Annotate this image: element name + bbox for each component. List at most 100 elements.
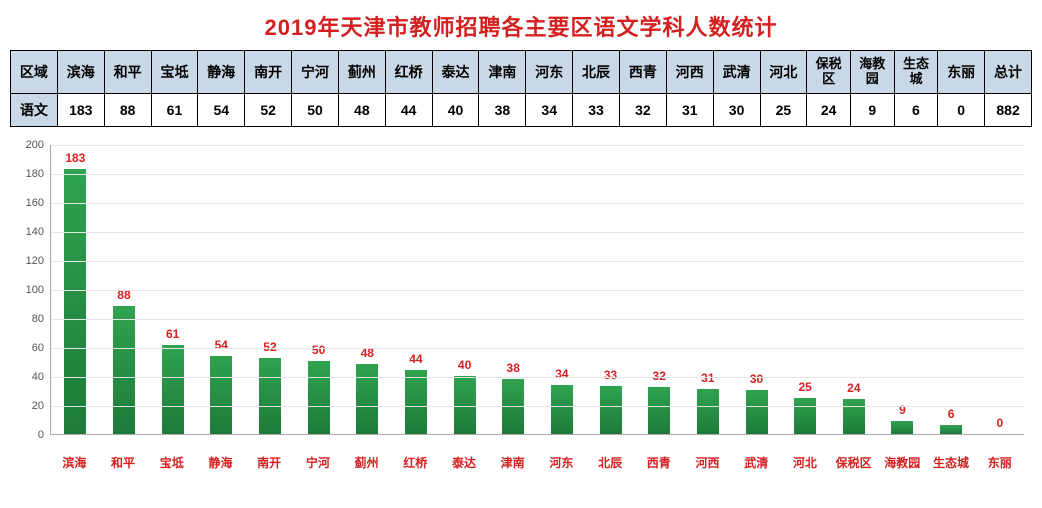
bar (162, 345, 184, 433)
col-header: 东丽 (938, 51, 985, 94)
x-tick-label: 河北 (781, 448, 830, 471)
bar (356, 364, 378, 434)
y-tick-label: 160 (10, 197, 44, 209)
bar (454, 376, 476, 434)
cell-value: 52 (245, 93, 292, 126)
col-header: 津南 (479, 51, 526, 94)
y-tick-label: 100 (10, 284, 44, 296)
grid-line (51, 348, 1024, 349)
bar (113, 306, 135, 434)
cell-value: 34 (526, 93, 573, 126)
bar-value-label: 6 (948, 407, 955, 421)
col-header: 总计 (985, 51, 1032, 94)
x-tick-label: 西青 (634, 448, 683, 471)
x-tick-label: 生态城 (927, 448, 976, 471)
x-tick-label: 静海 (196, 448, 245, 471)
table-value-row: 语文 1838861545250484440383433323130252496… (11, 93, 1032, 126)
col-header: 武清 (713, 51, 760, 94)
x-tick-label: 保税区 (829, 448, 878, 471)
cell-value: 40 (432, 93, 479, 126)
bar-value-label: 30 (750, 372, 763, 386)
plot-area: 18388615452504844403834333231302524960 (50, 145, 1024, 435)
bar (794, 398, 816, 434)
col-header: 和平 (104, 51, 151, 94)
bar (940, 425, 962, 434)
col-header: 蓟州 (338, 51, 385, 94)
cell-value: 50 (292, 93, 339, 126)
cell-value: 32 (619, 93, 666, 126)
page-title: 2019年天津市教师招聘各主要区语文学科人数统计 (10, 6, 1032, 50)
x-tick-label: 红桥 (391, 448, 440, 471)
grid-line (51, 174, 1024, 175)
cell-value: 6 (894, 93, 938, 126)
bar-value-label: 44 (409, 352, 422, 366)
col-header: 海教园 (850, 51, 894, 94)
cell-value: 30 (713, 93, 760, 126)
x-tick-label: 和平 (99, 448, 148, 471)
bar (891, 421, 913, 434)
row-header-region: 区域 (11, 51, 58, 94)
grid-line (51, 406, 1024, 407)
col-header: 河北 (760, 51, 807, 94)
col-header: 西青 (619, 51, 666, 94)
y-tick-label: 0 (10, 429, 44, 441)
y-tick-label: 180 (10, 168, 44, 180)
grid-line (51, 319, 1024, 320)
x-tick-label: 滨海 (50, 448, 99, 471)
bar-value-label: 25 (798, 380, 811, 394)
data-table: 区域 滨海和平宝坻静海南开宁河蓟州红桥泰达津南河东北辰西青河西武清河北保税区海教… (10, 50, 1032, 127)
bar (697, 389, 719, 434)
y-tick-label: 120 (10, 255, 44, 267)
bar (600, 386, 622, 434)
cell-value: 33 (573, 93, 620, 126)
cell-value: 31 (666, 93, 713, 126)
cell-value: 61 (151, 93, 198, 126)
cell-value: 0 (938, 93, 985, 126)
col-header: 保税区 (807, 51, 851, 94)
x-tick-label: 津南 (488, 448, 537, 471)
bar (551, 385, 573, 434)
bar (259, 358, 281, 433)
grid-line (51, 261, 1024, 262)
bar (405, 370, 427, 434)
grid-line (51, 145, 1024, 146)
bar-value-label: 54 (215, 338, 228, 352)
cell-value: 24 (807, 93, 851, 126)
y-tick-label: 80 (10, 313, 44, 325)
grid-line (51, 232, 1024, 233)
col-header: 南开 (245, 51, 292, 94)
cell-value: 25 (760, 93, 807, 126)
x-tick-label: 南开 (245, 448, 294, 471)
bar-value-label: 33 (604, 368, 617, 382)
bar-value-label: 38 (507, 361, 520, 375)
root: 2019年天津市教师招聘各主要区语文学科人数统计 区域 滨海和平宝坻静海南开宁河… (0, 0, 1042, 475)
grid-line (51, 377, 1024, 378)
row-header-subject: 语文 (11, 93, 58, 126)
cell-value: 882 (985, 93, 1032, 126)
cell-value: 183 (57, 93, 104, 126)
bar-value-label: 24 (847, 381, 860, 395)
cell-value: 44 (385, 93, 432, 126)
col-header: 北辰 (573, 51, 620, 94)
x-tick-label: 海教园 (878, 448, 927, 471)
bar (843, 399, 865, 434)
col-header: 泰达 (432, 51, 479, 94)
grid-line (51, 203, 1024, 204)
y-tick-label: 200 (10, 139, 44, 151)
bar-value-label: 50 (312, 343, 325, 357)
y-tick-label: 140 (10, 226, 44, 238)
bar-value-label: 183 (65, 151, 85, 165)
cell-value: 88 (104, 93, 151, 126)
x-tick-label: 东丽 (975, 448, 1024, 471)
x-tick-label: 宝坻 (147, 448, 196, 471)
bar-value-label: 34 (555, 367, 568, 381)
cell-value: 48 (338, 93, 385, 126)
bar (308, 361, 330, 434)
col-header: 红桥 (385, 51, 432, 94)
y-tick-label: 60 (10, 342, 44, 354)
bar-value-label: 61 (166, 327, 179, 341)
col-header: 滨海 (57, 51, 104, 94)
col-header: 静海 (198, 51, 245, 94)
x-tick-label: 蓟州 (342, 448, 391, 471)
bar-value-label: 31 (701, 371, 714, 385)
